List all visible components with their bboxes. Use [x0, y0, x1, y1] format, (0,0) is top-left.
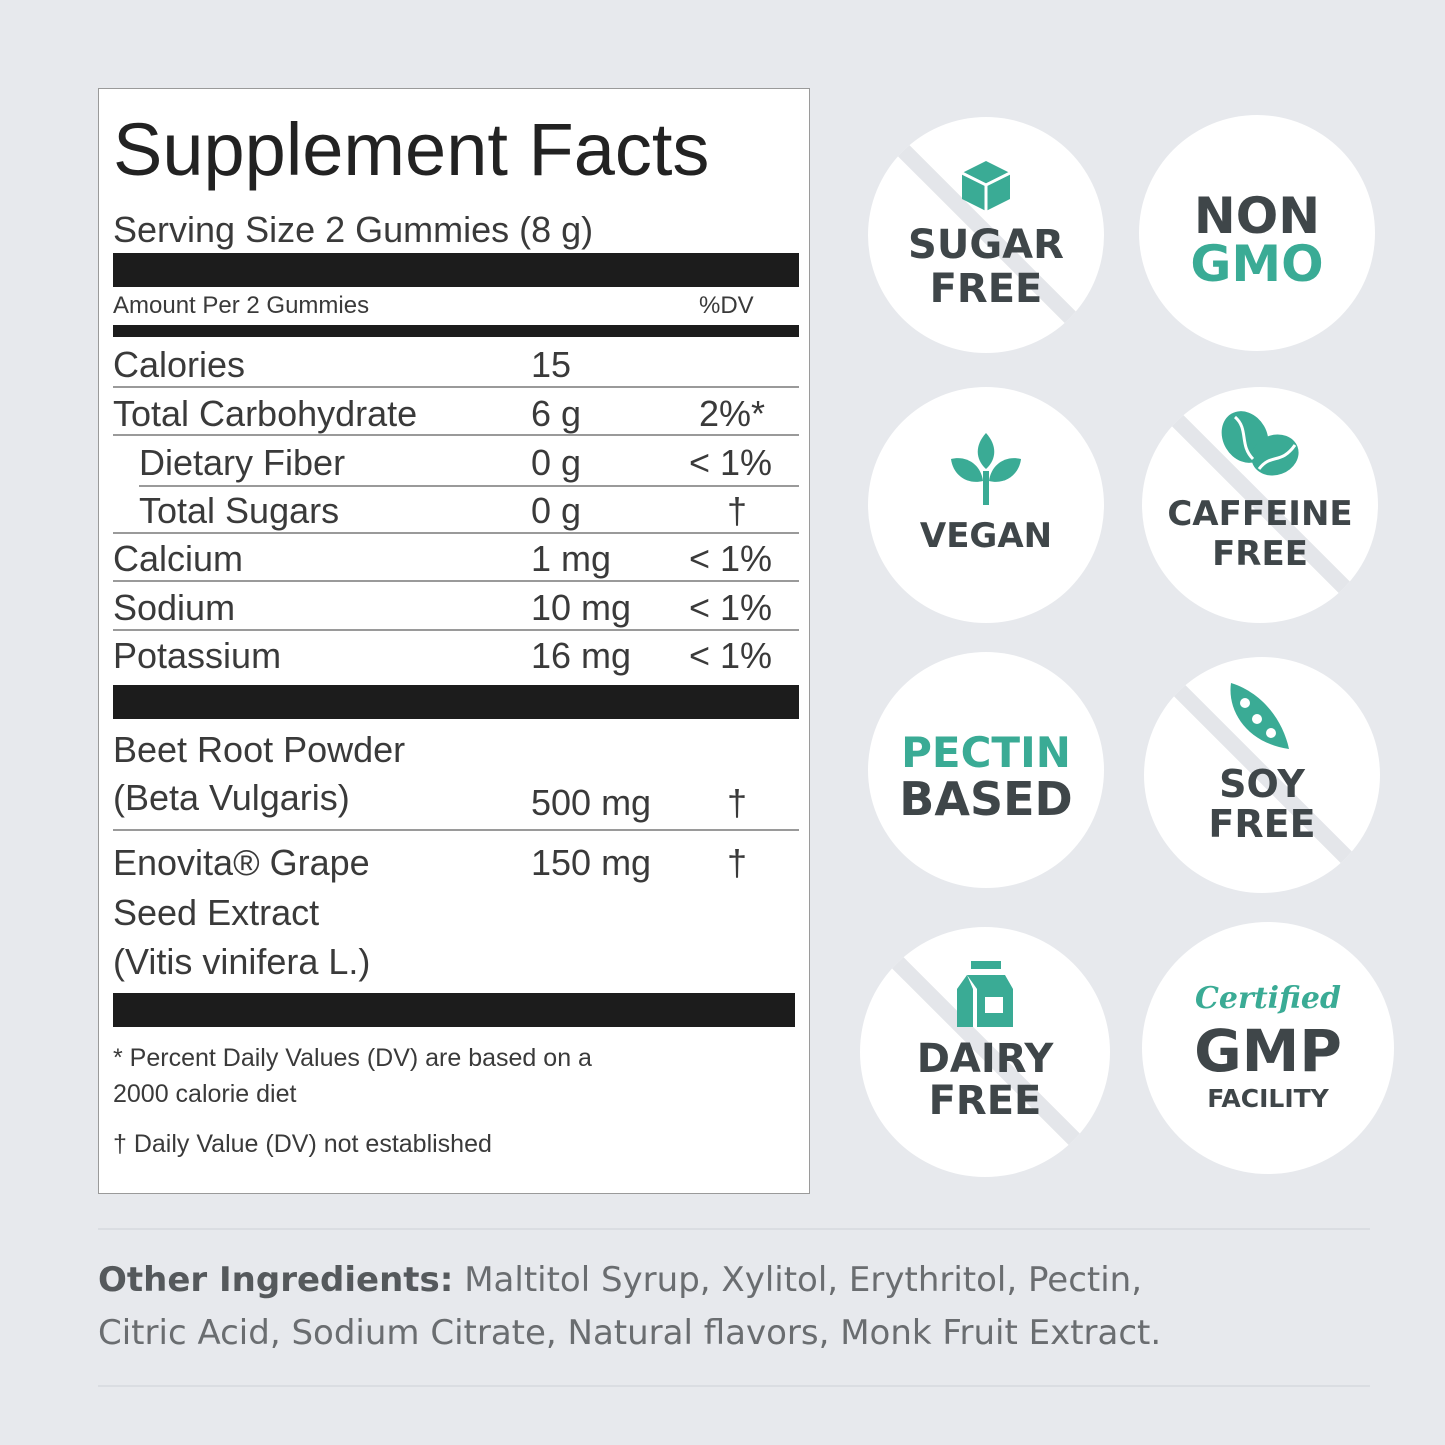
nutrient-amount: 16 mg [531, 635, 632, 676]
badge-caffeine-free: CAFFEINE FREE [1142, 387, 1378, 623]
badge-text: NON [1193, 187, 1321, 245]
nutrient-name: Calcium [113, 538, 244, 579]
nutrient-name: Sodium [113, 587, 236, 628]
nutrient-name: Calories [113, 344, 246, 385]
nutrient-amount: 1 mg [531, 538, 612, 579]
soy-pod-icon [1230, 683, 1289, 749]
badge-dairy-free: DAIRY FREE [860, 927, 1110, 1177]
other-ingredients-text: Maltitol Syrup, Xylitol, Erythritol, Pec… [453, 1260, 1143, 1300]
footnote-not-established: † Daily Value (DV) not established [113, 1130, 492, 1158]
nutrient-dv: < 1% [689, 635, 773, 676]
ingredient-amount: 150 mg [531, 842, 652, 883]
nutrient-amount: 6 g [531, 393, 582, 434]
row-divider [139, 485, 799, 487]
nutrient-dv: < 1% [689, 442, 773, 483]
row-divider [113, 629, 799, 631]
ingredient-amount: 500 mg [531, 782, 652, 823]
other-ingredients-line: Other Ingredients: Maltitol Syrup, Xylit… [98, 1260, 1142, 1300]
footnote-dv: * Percent Daily Values (DV) are based on… [113, 1044, 592, 1072]
nutrient-name: Total Sugars [139, 490, 340, 531]
amount-per-label: Amount Per 2 Gummies [113, 292, 370, 319]
nutrient-name: Dietary Fiber [139, 442, 346, 483]
row-divider [113, 434, 799, 436]
ingredient-dv: † [727, 782, 748, 823]
milk-carton-icon [957, 961, 1013, 1027]
badge-text: FREE [929, 266, 1043, 312]
row-divider [113, 386, 799, 388]
badge-soy-free: SOY FREE [1144, 657, 1380, 893]
badge-non-gmo: NON GMO [1139, 115, 1375, 351]
badge-text: DAIRY [916, 1036, 1054, 1082]
badge-text: SUGAR [908, 222, 1064, 268]
thick-divider [113, 253, 799, 287]
ingredient-name: (Vitis vinifera L.) [113, 941, 371, 982]
ingredient-name: (Beta Vulgaris) [113, 777, 350, 818]
serving-size: Serving Size 2 Gummies (8 g) [113, 209, 594, 250]
row-divider [113, 580, 799, 582]
badge-text: GMP [1194, 1017, 1342, 1085]
nutrient-amount: 0 g [531, 490, 582, 531]
coffee-bean-icon [1221, 411, 1299, 476]
nutrient-name: Potassium [113, 635, 282, 676]
badge-text: GMO [1190, 235, 1324, 293]
ingredient-name: Beet Root Powder [113, 729, 406, 770]
badge-certified-gmp: Certified GMP FACILITY [1142, 922, 1394, 1174]
divider [98, 1228, 1370, 1230]
other-ingredients-label: Other Ingredients: [98, 1260, 454, 1300]
thick-divider [113, 685, 799, 719]
badge-text: SOY [1219, 762, 1305, 806]
badge-sugar-free: SUGAR FREE [868, 117, 1104, 353]
row-divider [113, 532, 799, 534]
nutrient-dv: < 1% [689, 538, 773, 579]
nutrient-dv: < 1% [689, 587, 773, 628]
badge-text: BASED [899, 772, 1073, 826]
facts-title: Supplement Facts [113, 108, 710, 191]
badge-text: FREE [928, 1078, 1042, 1124]
badge-text: FREE [1212, 534, 1308, 574]
nutrient-dv: † [727, 490, 748, 531]
badge-text: FACILITY [1207, 1084, 1329, 1113]
nutrient-dv: 2%* [699, 393, 766, 434]
medium-divider [113, 325, 799, 337]
divider [98, 1385, 1370, 1387]
sugar-cube-icon [961, 161, 1011, 211]
nutrient-name: Total Carbohydrate [113, 393, 418, 434]
badge-text: VEGAN [919, 516, 1053, 556]
row-divider [113, 829, 799, 831]
nutrient-amount: 15 [531, 344, 572, 385]
dv-header: %DV [699, 292, 754, 319]
badge-vegan: VEGAN [868, 387, 1104, 623]
badge-text: FREE [1208, 802, 1316, 846]
badge-pectin-based: PECTIN BASED [868, 652, 1104, 888]
nutrient-amount: 10 mg [531, 587, 632, 628]
plant-sprout-icon [951, 433, 1021, 505]
ingredient-dv: † [727, 842, 748, 883]
badge-text: CAFFEINE [1167, 494, 1353, 534]
badge-text: Certified [1195, 981, 1341, 1016]
other-ingredients-text: Citric Acid, Sodium Citrate, Natural fla… [98, 1313, 1162, 1353]
thick-divider [113, 993, 795, 1027]
supplement-facts-panel: Supplement Facts Serving Size 2 Gummies … [98, 88, 810, 1194]
footnote-dv: 2000 calorie diet [113, 1080, 297, 1108]
ingredient-name: Enovita® Grape [113, 842, 370, 883]
nutrient-amount: 0 g [531, 442, 582, 483]
badge-text: PECTIN [901, 728, 1071, 777]
ingredient-name: Seed Extract [113, 892, 320, 933]
